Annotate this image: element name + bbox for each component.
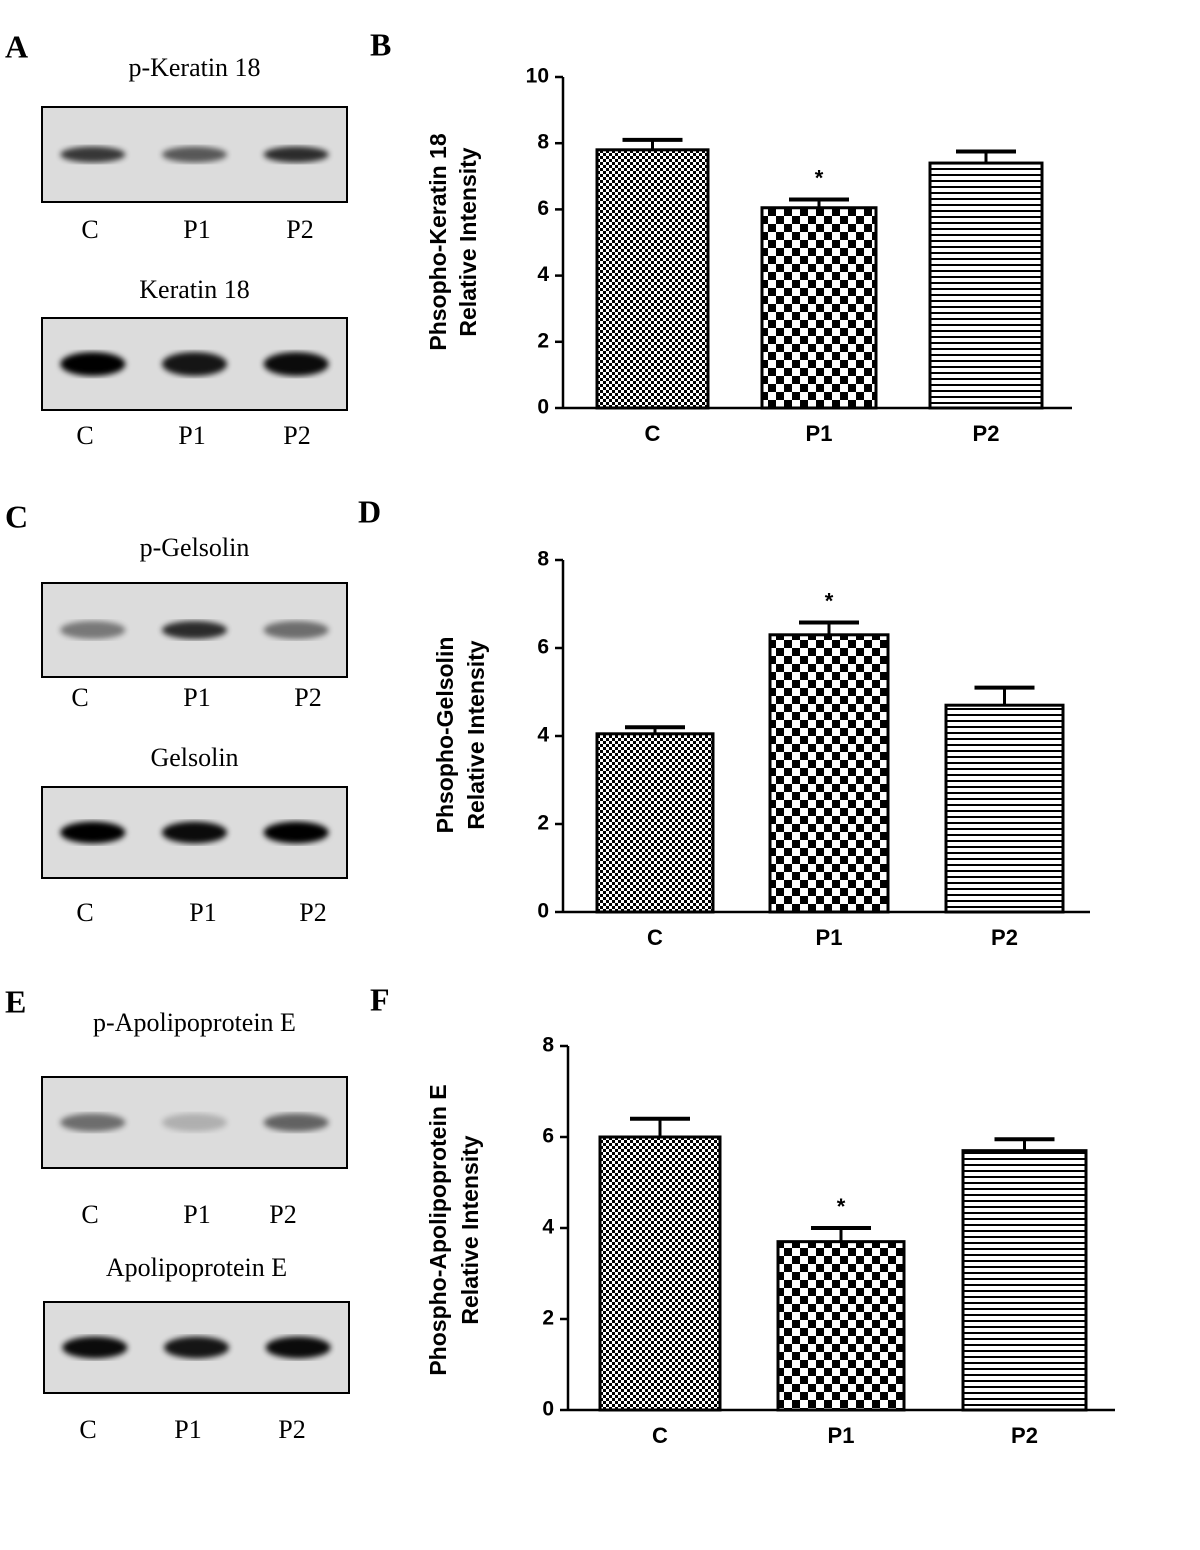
panel-label: C xyxy=(5,498,28,534)
x-tick-label: P1 xyxy=(806,421,833,446)
significance-mark: * xyxy=(837,1194,846,1219)
x-tick-label: C xyxy=(645,421,661,446)
blot-band xyxy=(60,621,126,639)
lane-label: C xyxy=(76,421,93,450)
blot-title: Gelsolin xyxy=(150,743,238,772)
lane-label: P1 xyxy=(183,215,210,244)
blot-title: Keratin 18 xyxy=(139,275,249,304)
y-tick-label: 0 xyxy=(542,1398,554,1421)
x-tick-label: C xyxy=(652,1423,668,1448)
blot-band xyxy=(161,352,228,376)
y-axis-label: Relative Intensity xyxy=(457,1135,483,1324)
y-tick-label: 8 xyxy=(537,131,549,154)
blot-band xyxy=(263,352,329,376)
blot-band xyxy=(161,1113,228,1132)
lane-label: C xyxy=(81,1200,98,1229)
x-tick-label: P1 xyxy=(816,925,843,950)
bar xyxy=(928,161,1044,410)
bar xyxy=(944,703,1065,914)
lane-label: P2 xyxy=(286,215,313,244)
lane-label: P1 xyxy=(183,1200,210,1229)
y-tick-label: 0 xyxy=(537,396,549,419)
lane-label: C xyxy=(81,215,98,244)
panel-label: A xyxy=(5,28,28,64)
bar xyxy=(760,206,878,410)
y-tick-label: 8 xyxy=(542,1034,554,1057)
blot-band xyxy=(265,1336,331,1359)
lane-label: P2 xyxy=(269,1200,296,1229)
lane-label: C xyxy=(76,898,93,927)
x-tick-label: P2 xyxy=(1011,1423,1038,1448)
lane-label: P1 xyxy=(178,421,205,450)
lane-label: P1 xyxy=(189,898,216,927)
blot-band xyxy=(60,1113,126,1132)
lane-label: P2 xyxy=(283,421,310,450)
y-tick-label: 0 xyxy=(537,900,549,923)
x-tick-label: P2 xyxy=(991,925,1018,950)
bar xyxy=(598,1135,722,1412)
bar xyxy=(595,732,715,914)
blot-band xyxy=(263,821,329,844)
y-tick-label: 2 xyxy=(537,812,549,835)
y-axis-label: Phsopho-Keratin 18 xyxy=(425,133,451,350)
y-axis-label: Phospho-Apolipoprotein E xyxy=(425,1084,451,1375)
blot-title: p-Apolipoprotein E xyxy=(93,1008,296,1037)
lane-label: C xyxy=(71,683,88,712)
blot-band xyxy=(163,1336,230,1359)
y-tick-label: 6 xyxy=(542,1125,554,1148)
panel-label: D xyxy=(358,493,381,529)
blot-band xyxy=(263,621,329,639)
y-tick-label: 10 xyxy=(526,65,549,88)
lane-label: P1 xyxy=(174,1415,201,1444)
panel-label: F xyxy=(370,981,390,1017)
blot-band xyxy=(60,352,126,376)
x-tick-label: P2 xyxy=(973,421,1000,446)
y-tick-label: 4 xyxy=(537,724,549,747)
y-tick-label: 8 xyxy=(537,548,549,571)
blot-band xyxy=(263,146,329,163)
y-tick-label: 2 xyxy=(542,1307,554,1330)
blot-band xyxy=(263,1113,329,1132)
bar xyxy=(961,1149,1088,1412)
bar xyxy=(768,633,890,914)
lane-label: P2 xyxy=(294,683,321,712)
lane-label: P1 xyxy=(183,683,210,712)
blot-band xyxy=(161,821,228,844)
blot-band xyxy=(60,146,126,163)
blot-band xyxy=(161,146,228,163)
lane-label: C xyxy=(79,1415,96,1444)
significance-mark: * xyxy=(815,165,824,190)
y-axis-label: Relative Intensity xyxy=(455,147,481,336)
y-axis-label: Phsopho-Gelsolin xyxy=(432,637,458,834)
bar xyxy=(776,1240,906,1412)
y-tick-label: 2 xyxy=(537,329,549,352)
blot-band xyxy=(60,821,126,844)
y-tick-label: 4 xyxy=(537,263,549,286)
lane-label: P2 xyxy=(278,1415,305,1444)
significance-mark: * xyxy=(825,588,834,613)
y-tick-label: 4 xyxy=(542,1216,554,1239)
blot-title: Apolipoprotein E xyxy=(106,1253,287,1282)
blot-band xyxy=(161,621,228,639)
blot-band xyxy=(62,1336,128,1359)
y-tick-label: 6 xyxy=(537,636,549,659)
y-tick-label: 6 xyxy=(537,197,549,220)
panel-label: E xyxy=(5,983,26,1019)
x-tick-label: P1 xyxy=(828,1423,855,1448)
x-tick-label: C xyxy=(647,925,663,950)
blot-title: p-Gelsolin xyxy=(140,533,250,562)
lane-label: P2 xyxy=(299,898,326,927)
panel-label: B xyxy=(370,26,391,62)
y-axis-label: Relative Intensity xyxy=(463,640,489,829)
blot-title: p-Keratin 18 xyxy=(128,53,260,82)
bar xyxy=(595,148,710,410)
